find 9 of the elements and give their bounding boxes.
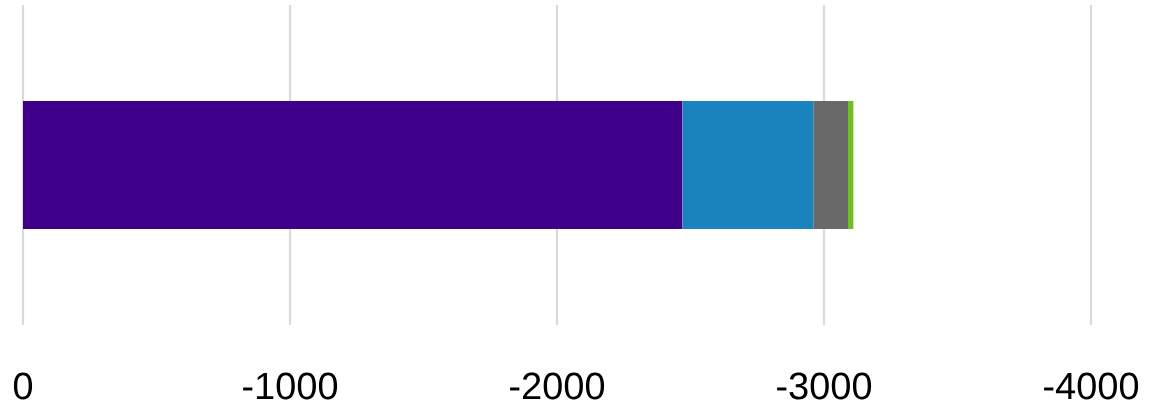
x-tick-label: -2000 — [510, 372, 605, 400]
bar — [813, 100, 849, 229]
x-tick-label: -4000 — [1044, 372, 1139, 400]
x-tick-label: -3000 — [777, 372, 872, 400]
x-tick-label: 0 — [13, 372, 33, 400]
bar — [848, 100, 854, 229]
x-tick-label: -1000 — [243, 372, 338, 400]
bar — [682, 100, 814, 229]
bar — [22, 100, 683, 229]
